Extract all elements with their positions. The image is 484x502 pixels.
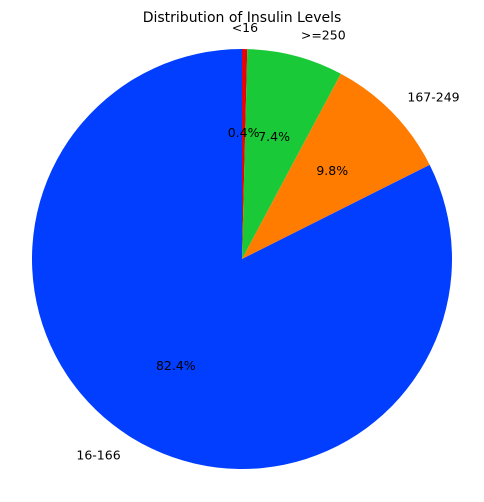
pie-slice xyxy=(242,49,341,260)
chart-title: Distribution of Insulin Levels xyxy=(143,10,342,26)
slice-percent-label: 82.4% xyxy=(156,358,196,373)
pie-slice xyxy=(242,49,248,259)
pie-slice xyxy=(242,73,430,259)
slice-label: >=250 xyxy=(301,28,346,43)
slice-percent-label: 0.4% xyxy=(228,125,260,140)
slice-label: 16-166 xyxy=(76,448,120,463)
pie-labels: <16 0.4% >=250 7.4% 167-249 9.8% 16-166 82.4% xyxy=(76,20,459,463)
slice-percent-label: 7.4% xyxy=(258,129,290,144)
pie-slice xyxy=(32,49,453,470)
pie-slices xyxy=(32,49,453,470)
slice-label: 167-249 xyxy=(407,90,459,105)
slice-label: <16 xyxy=(232,20,258,35)
slice-percent-label: 9.8% xyxy=(316,163,348,178)
